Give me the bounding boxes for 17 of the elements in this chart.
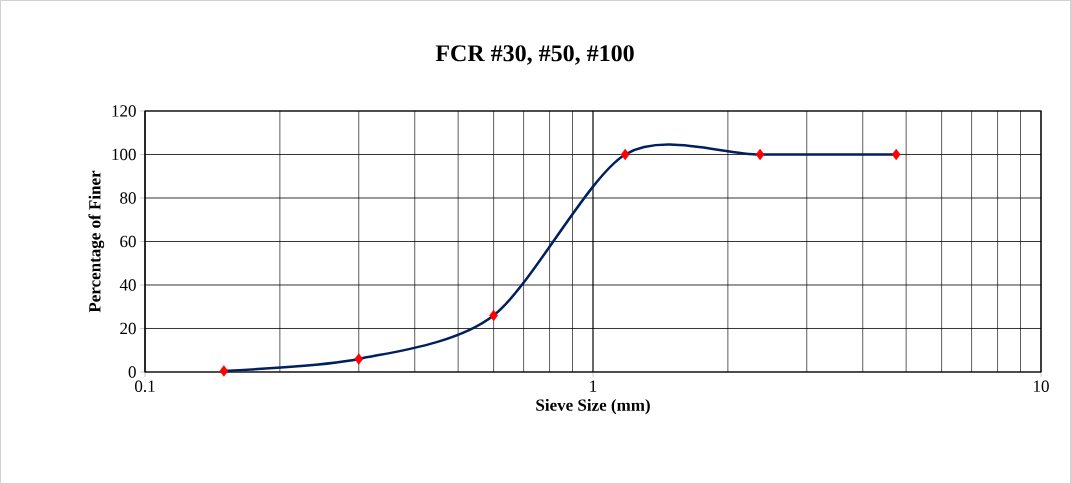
y-tick-label: 100 (112, 148, 136, 161)
x-tick-label: 10 (1034, 380, 1049, 392)
y-tick-label: 20 (120, 322, 136, 335)
x-tick-label: 0.1 (135, 380, 155, 393)
y-axis-title: Percentage of Finer (88, 170, 105, 313)
point (354, 353, 364, 365)
y-tick-label: 120 (112, 105, 136, 117)
y-tick-label: 80 (120, 192, 136, 204)
point (891, 148, 901, 161)
point (755, 148, 765, 161)
y-tick-label: 60 (120, 235, 136, 248)
x-axis-title: Sieve Size (mm) (536, 398, 650, 415)
x-tick-label: 1 (590, 380, 597, 392)
point (219, 365, 229, 377)
y-tick-label: 0 (128, 366, 136, 378)
chart-title: FCR #30, #50, #100 (435, 45, 634, 65)
y-tick-label: 40 (119, 279, 136, 291)
